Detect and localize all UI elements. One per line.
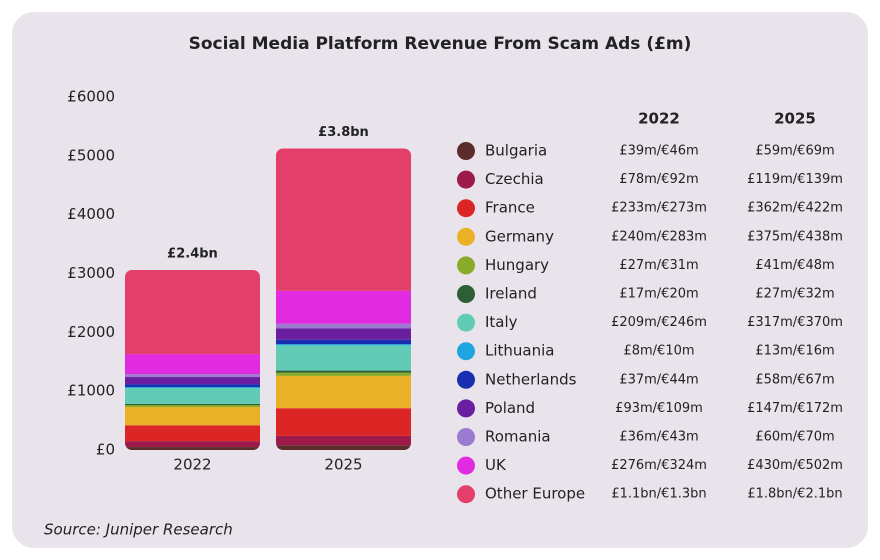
legend-swatch — [457, 342, 475, 361]
revenue-label: £147m/€172m — [747, 401, 843, 416]
y-tick-label: £5000 — [67, 146, 115, 164]
bar-segment — [276, 370, 411, 373]
bar-segment — [125, 387, 260, 388]
bar-segment — [276, 435, 411, 446]
legend-swatch — [457, 313, 475, 332]
table-header: 2022 — [638, 110, 680, 128]
bar-segment — [125, 403, 260, 405]
legend-label: Italy — [485, 313, 518, 331]
revenue-label: £430m/€502m — [747, 458, 843, 473]
revenue-label: £233m/€273m — [611, 201, 707, 216]
x-tick-label: 2022 — [173, 456, 211, 474]
revenue-label: £59m/€69m — [755, 144, 834, 159]
bar-segment — [276, 148, 411, 291]
bar-segment — [125, 425, 260, 442]
legend-swatch — [457, 256, 475, 275]
bar-segment — [125, 269, 260, 355]
bar-segment — [125, 447, 260, 450]
bar-segment — [125, 404, 260, 408]
legend-swatch — [457, 170, 475, 189]
bar-group — [125, 269, 260, 450]
legend-swatch — [457, 456, 475, 475]
revenue-label: £13m/€16m — [755, 344, 834, 359]
revenue-label: £27m/€31m — [619, 258, 698, 273]
bar-segment — [276, 344, 411, 346]
bar-group — [276, 148, 411, 450]
revenue-label: £1.1bn/€1.3bn — [611, 487, 706, 502]
revenue-label: £58m/€67m — [755, 372, 834, 387]
y-tick-label: £2000 — [67, 323, 115, 341]
y-tick-label: £1000 — [67, 382, 115, 400]
revenue-label: £375m/€438m — [747, 229, 843, 244]
legend-label: France — [485, 199, 535, 217]
legend-swatch — [457, 285, 475, 303]
source: Source: Juniper Research — [44, 521, 233, 539]
revenue-label: £119m/€139m — [747, 172, 843, 187]
bar-segment — [125, 354, 260, 375]
revenue-label: £1.8bn/€2.1bn — [747, 487, 842, 502]
revenue-label: £17m/€20m — [619, 287, 698, 302]
revenue-label: £8m/€10m — [623, 344, 694, 359]
table-header: 2025 — [774, 110, 816, 128]
revenue-label: £276m/€324m — [611, 458, 707, 473]
bar-segment — [276, 339, 411, 345]
legend-label: Netherlands — [485, 370, 577, 388]
legend-label: UK — [485, 456, 507, 474]
y-tick-label: £0 — [96, 441, 115, 459]
bar-segment — [276, 328, 411, 340]
revenue-label: £78m/€92m — [619, 172, 698, 187]
revenue-label: £41m/€48m — [755, 258, 834, 273]
legend-label: Romania — [485, 428, 551, 446]
legend-swatch — [457, 428, 475, 446]
revenue-label: £37m/€44m — [619, 372, 698, 387]
bar-segment — [276, 408, 411, 436]
legend-label: Bulgaria — [485, 142, 547, 160]
bar-segment — [276, 372, 411, 376]
bar-segment — [125, 377, 260, 385]
bar-segment — [276, 345, 411, 371]
bar-segment — [276, 445, 411, 450]
legend-swatch — [457, 199, 475, 218]
revenue-label: £362m/€422m — [747, 201, 843, 216]
bar-segment — [125, 374, 260, 378]
revenue-label: £27m/€32m — [755, 287, 834, 302]
bar-segment — [125, 387, 260, 404]
revenue-label: £209m/€246m — [611, 315, 707, 330]
revenue-label: £36m/€43m — [619, 430, 698, 445]
total-label: £2.4bn — [167, 246, 218, 261]
bar-segment — [276, 323, 411, 329]
bar-segment — [125, 407, 260, 426]
legend-label: Ireland — [485, 285, 537, 303]
revenue-label: £93m/€109m — [615, 401, 703, 416]
y-tick-label: £3000 — [67, 264, 115, 282]
legend-swatch — [457, 485, 475, 504]
legend-swatch — [457, 142, 475, 160]
chart-title: Social Media Platform Revenue From Scam … — [189, 34, 692, 54]
revenue-label: £317m/€370m — [747, 315, 843, 330]
legend-label: Czechia — [485, 170, 544, 188]
legend-label: Poland — [485, 399, 535, 417]
bar-segment — [125, 384, 260, 388]
revenue-label: £60m/€70m — [755, 430, 834, 445]
x-tick-label: 2025 — [324, 456, 362, 474]
legend-swatch — [457, 227, 475, 246]
bar-segment — [276, 290, 411, 324]
y-tick-label: £4000 — [67, 205, 115, 223]
legend-swatch — [457, 370, 475, 389]
y-tick-label: £6000 — [67, 88, 115, 106]
revenue-label: £240m/€283m — [611, 229, 707, 244]
bar-segment — [125, 441, 260, 448]
legend-label: Hungary — [485, 256, 549, 274]
bar-segment — [276, 375, 411, 409]
legend-swatch — [457, 399, 475, 418]
legend-label: Germany — [485, 227, 554, 245]
legend-label: Other Europe — [485, 485, 585, 503]
revenue-label: £39m/€46m — [619, 144, 698, 159]
legend-label: Lithuania — [485, 342, 554, 360]
total-label: £3.8bn — [318, 125, 369, 140]
